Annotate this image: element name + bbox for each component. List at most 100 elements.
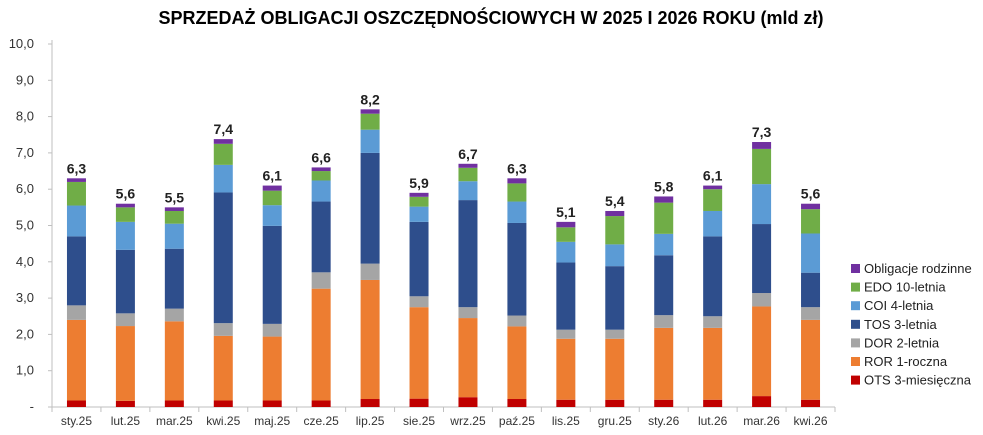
bar-segment [311,167,331,172]
bar-segment [507,178,527,184]
bar-segment [213,143,233,165]
bar-segment [213,335,233,401]
bar-segment [115,207,135,222]
y-tick-label: 5,0 [16,218,34,233]
bar-segment [556,221,576,228]
bar-segment [458,397,478,407]
total-label: 7,4 [214,121,234,137]
x-tick-label: lis.25 [552,414,580,428]
bar-segment [458,167,478,182]
bar-segment [164,308,184,322]
bar-segment [801,272,821,308]
bar-segment [654,255,674,316]
bar-segment [409,196,429,207]
bar-segment [605,210,625,217]
total-label: 6,3 [67,160,87,176]
bar-segment [703,316,723,328]
x-tick-label: sty.26 [648,414,679,428]
total-label: 7,3 [752,124,772,140]
y-tick-label: 8,0 [16,109,34,124]
total-label: 5,9 [409,175,429,191]
bar-segment [605,399,625,407]
bar-segment [752,306,772,397]
bar-segment [115,400,135,407]
legend-label: Obligacje rodzinne [864,261,972,276]
legend-swatch [851,375,860,385]
legend: Obligacje rodzinne EDO 10-letnia COI 4-let… [851,261,972,388]
bar-segment [409,221,429,297]
bar-segment [458,307,478,319]
bar-segment [703,327,723,400]
total-label: 5,6 [116,186,136,202]
total-labels: 6,3 5,6 5,5 7,4 6,1 6,6 8,2 5,9 6,7 6,3 5,1 5,4 5,8 6… [67,91,821,220]
bar-segment [164,207,184,211]
y-tick-label: 3,0 [16,290,34,305]
bar-segment [556,399,576,407]
bar-segment [654,327,674,400]
total-label: 6,1 [262,168,282,184]
bar-segment [654,202,674,234]
x-axis: sty.25 lut.25 mar.25 kwi.25 maj.25 cze.25 lip.… [51,406,836,428]
bar-segment [458,318,478,398]
total-label: 5,6 [801,186,821,202]
legend-swatch [851,338,860,348]
x-tick-label: paź.25 [499,414,535,428]
y-tick-label: 10,0 [9,36,34,51]
bar-segment [262,400,282,407]
legend-swatch [851,357,860,366]
bar-segment [752,293,772,307]
x-tick-label: lip.25 [356,414,385,428]
bar-segment [66,205,86,237]
bar-segment [703,210,723,237]
bar-segment [311,272,331,289]
bar-segment [752,224,772,294]
bar-segment [164,223,184,249]
bar-segment [507,222,527,316]
x-tick-label: sie.25 [403,414,435,428]
x-tick-label: sty.25 [61,414,92,428]
y-axis: - 1,0 2,0 3,0 4,0 5,0 6,0 7,0 8,0 9,0 10,0 [9,36,53,414]
bar-segment [556,241,576,263]
bar-segment [458,163,478,168]
bar-segment [164,210,184,224]
bar-segment [703,185,723,190]
legend-label: COI 4-letnia [864,298,934,313]
bar-segment [66,305,86,320]
bar-segment [311,180,331,202]
total-label: 5,4 [605,193,625,209]
bar-segment [213,323,233,336]
bar-segment [311,288,331,401]
bar-segment [703,236,723,317]
total-label: 6,6 [311,149,331,165]
bar-segment [801,209,821,234]
bar-segment [752,148,772,185]
bar-segment [556,338,576,400]
bar-segment [262,336,282,401]
bar-segment [752,142,772,149]
legend-label: EDO 10-letnia [864,280,946,295]
chart-title: SPRZEDAŻ OBLIGACJI OSZCZĘDNOŚCIOWYCH W 2… [158,7,823,28]
bar-segment [360,109,380,114]
x-tick-label: wrz.25 [449,414,486,428]
bar-segment [507,399,527,407]
bar-segment [605,338,625,400]
x-tick-label: kwi.25 [206,414,240,428]
bar-segment [213,192,233,324]
legend-label: ROR 1-roczna [864,354,948,369]
bar-segment [164,248,184,309]
bar-segment [66,319,86,401]
bar-segment [115,313,135,327]
bar-segment [66,236,86,306]
x-tick-label: lut.26 [698,414,728,428]
bar-segment [262,225,282,324]
bar-segment [507,183,527,202]
bar-segment [605,244,625,267]
y-tick-label: 6,0 [16,181,34,196]
x-tick-label: maj.25 [254,414,290,428]
bar-segment [703,399,723,407]
legend-label: OTS 3-miesięczna [864,373,972,388]
legend-label: TOS 3-letnia [864,317,938,332]
bar-segment [360,263,380,280]
bar-segment [409,398,429,407]
